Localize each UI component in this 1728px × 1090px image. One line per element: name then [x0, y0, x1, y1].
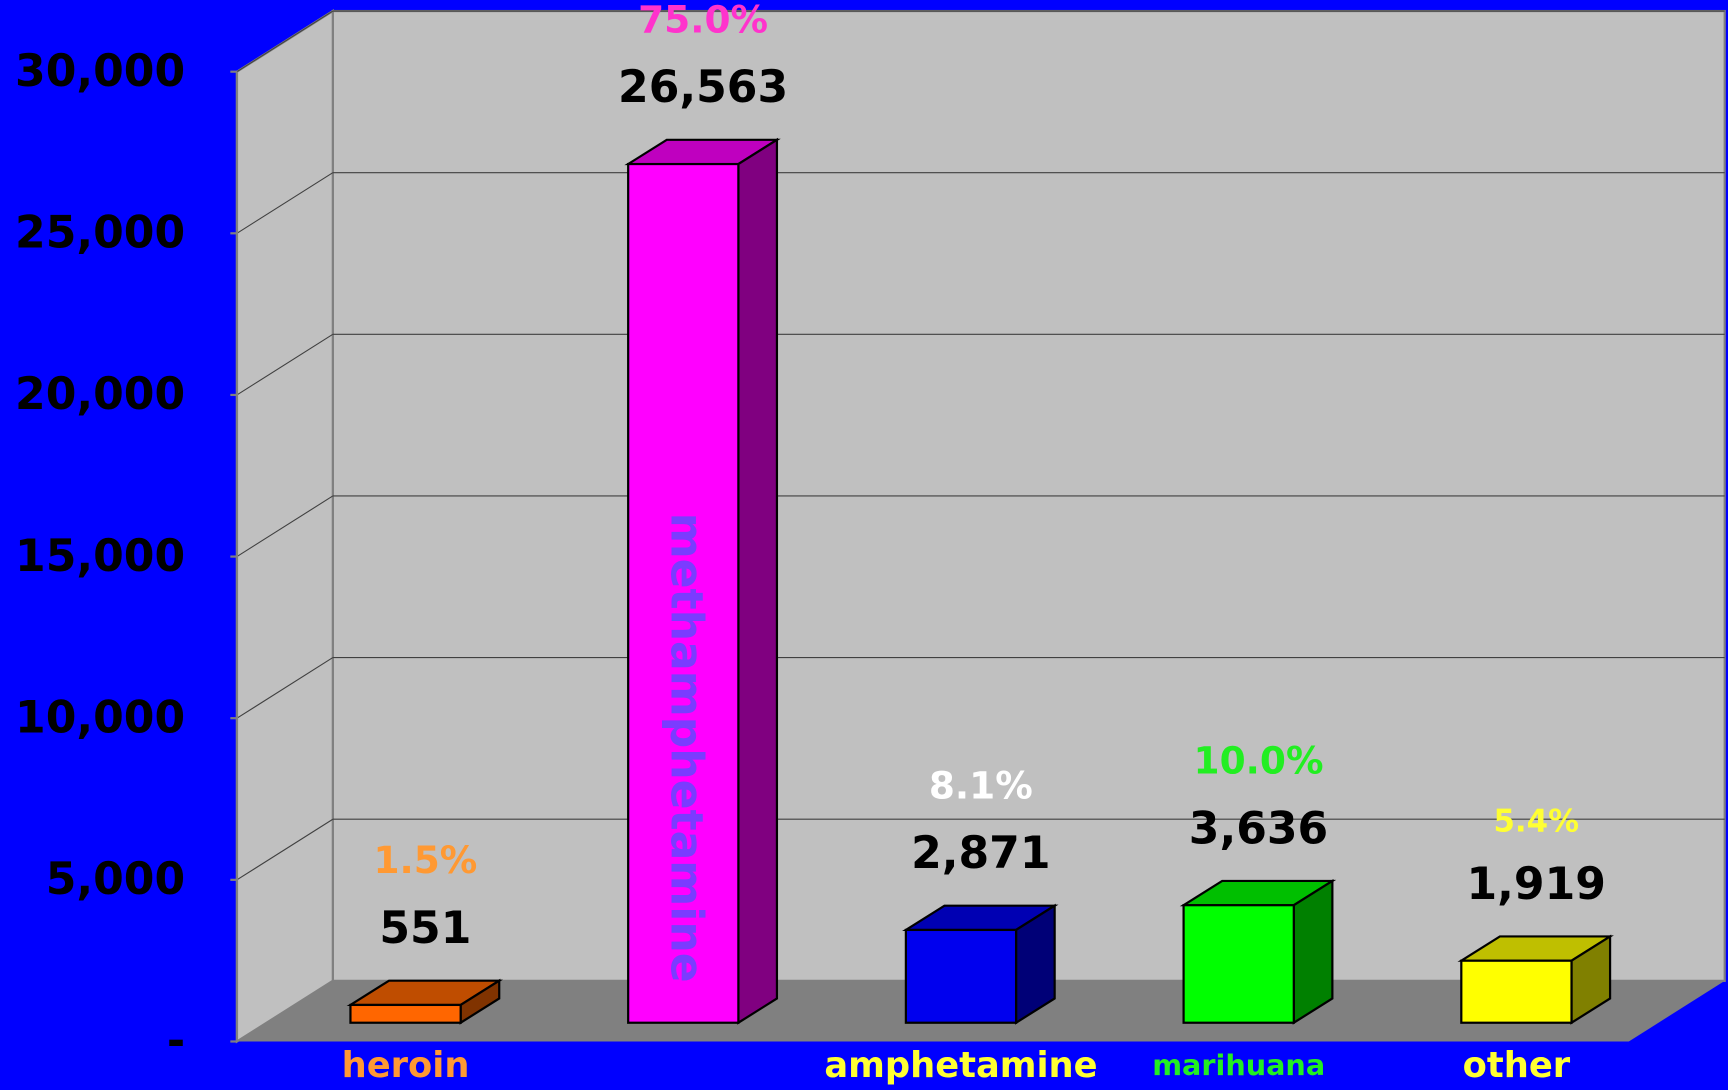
y-tick-label: 15,000 [15, 531, 185, 582]
bar [1460, 959, 1573, 1024]
value-label: 3,636 [1189, 803, 1328, 854]
grid-line [236, 818, 334, 881]
bar [1182, 904, 1295, 1024]
category-label: heroin [342, 1045, 470, 1086]
grid-line [236, 10, 334, 73]
category-label: marihuana [1152, 1048, 1325, 1082]
grid-line [236, 495, 334, 558]
value-label: 26,563 [618, 62, 788, 113]
percent-label: 75.0% [638, 0, 768, 41]
y-tick-label: 20,000 [15, 369, 185, 420]
percent-label: 10.0% [1194, 739, 1324, 783]
grid-line [236, 333, 334, 396]
percent-label: 8.1% [929, 763, 1033, 807]
category-label: methamphetamine [660, 513, 711, 983]
bar [627, 162, 740, 1024]
category-label: other [1463, 1045, 1571, 1086]
bar [349, 1003, 462, 1024]
y-tick-label: 30,000 [15, 46, 185, 97]
category-label: amphetamine [824, 1045, 1097, 1086]
y-tick-label: 5,000 [46, 854, 185, 905]
y-tick-label: - [167, 1016, 185, 1067]
value-label: 551 [379, 903, 471, 954]
bar [904, 928, 1018, 1024]
grid-line [236, 657, 334, 719]
percent-label: 5.4% [1493, 803, 1579, 839]
bar-side [1292, 878, 1334, 1025]
value-label: 1,919 [1467, 859, 1606, 910]
percent-label: 1.5% [373, 838, 477, 882]
value-label: 2,871 [911, 828, 1050, 879]
y-tick-label: 25,000 [15, 208, 185, 259]
grid-line [236, 172, 334, 234]
y-tick-label: 10,000 [15, 692, 185, 743]
bar-side [737, 137, 779, 1025]
